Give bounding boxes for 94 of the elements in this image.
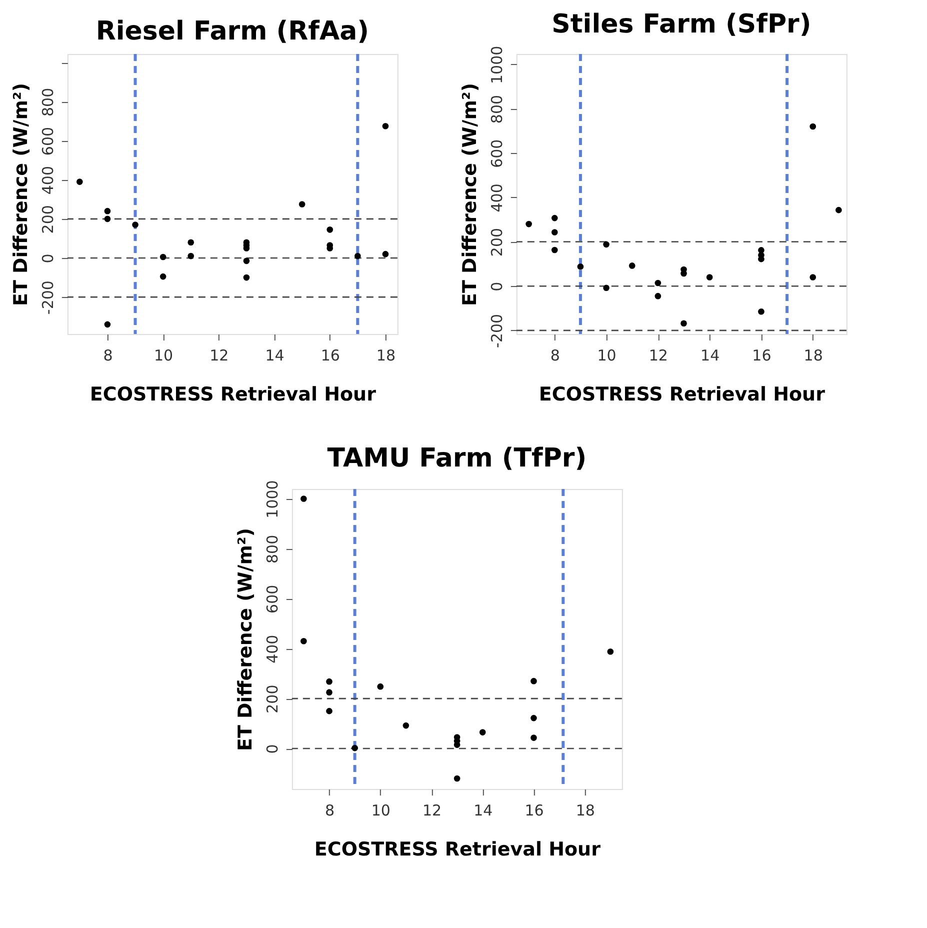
x-tick-label: 8 [103, 346, 113, 364]
point [382, 122, 389, 130]
point [188, 252, 194, 260]
y-axis-title: ET Difference (W/m²) [234, 528, 256, 752]
y-tick-label: 800 [488, 94, 506, 124]
point [188, 239, 194, 246]
chart-title: Stiles Farm (SfPr) [552, 9, 812, 40]
x-tick-label: 8 [324, 802, 335, 820]
point [810, 274, 816, 280]
y-tick-label: 200 [263, 684, 282, 714]
y-tick-label: 0 [263, 744, 282, 754]
y-tick-label: 200 [488, 228, 506, 257]
y-tick-label: 600 [38, 126, 57, 156]
x-tick-label: 16 [752, 346, 772, 364]
point [76, 178, 83, 185]
x-tick-label: 10 [597, 346, 616, 364]
point [836, 206, 842, 214]
x-tick-label: 18 [376, 346, 396, 364]
y-tick-label: 800 [38, 88, 57, 116]
y-tick-label: 600 [488, 139, 506, 168]
x-tick-label: 14 [474, 802, 493, 820]
y-axis-title: ET Difference (W/m²) [458, 82, 481, 306]
y-tick-label: 400 [38, 166, 57, 195]
y-tick-label: 1000 [263, 480, 282, 518]
point [160, 254, 166, 260]
x-tick-label: 16 [320, 346, 340, 364]
x-tick-label: 16 [524, 802, 544, 820]
point [298, 201, 306, 208]
x-axis-title: ECOSTRESS Retrieval Hour [314, 838, 602, 860]
y-tick-label: -200 [488, 314, 506, 348]
point [654, 280, 662, 286]
x-tick-label: 12 [648, 346, 668, 364]
point [577, 263, 584, 270]
x-tick-label: 18 [804, 346, 823, 364]
y-tick-label: 600 [263, 584, 282, 614]
point [654, 292, 662, 300]
x-tick-label: 14 [700, 346, 720, 364]
x-tick-label: 14 [265, 346, 284, 364]
point [104, 216, 111, 222]
point [377, 683, 384, 690]
y-tick-label: -200 [38, 280, 57, 315]
x-axis-title: ECOSTRESS Retrieval Hour [538, 384, 826, 406]
point [326, 678, 332, 685]
point [706, 274, 713, 280]
point [326, 708, 332, 714]
point [300, 496, 307, 502]
point [104, 321, 111, 328]
point [628, 262, 636, 269]
point [382, 250, 389, 258]
y-axis-title: ET Difference (W/m²) [10, 82, 32, 306]
y-tick-label: 0 [488, 282, 506, 292]
point [530, 714, 537, 722]
chart-title: Riesel Farm (RfAa) [96, 16, 370, 46]
point [326, 689, 332, 696]
point [104, 208, 111, 214]
x-tick-label: 18 [576, 802, 595, 820]
point [758, 308, 764, 315]
point [479, 729, 486, 736]
x-tick-label: 10 [154, 346, 174, 364]
point [526, 220, 532, 228]
y-tick-label: 400 [488, 184, 506, 212]
point [680, 320, 687, 327]
point [243, 258, 250, 264]
point [326, 226, 334, 233]
point [352, 744, 358, 752]
chart-title: TAMU Farm (TfPr) [327, 444, 587, 474]
point [810, 123, 816, 130]
y-tick-label: 0 [38, 254, 57, 264]
point [160, 273, 166, 280]
point [607, 648, 614, 655]
point [551, 229, 558, 236]
point [132, 222, 138, 228]
point [680, 270, 687, 277]
x-tick-label: 10 [371, 802, 390, 820]
point [530, 678, 537, 684]
y-tick-label: 400 [263, 634, 282, 664]
point [402, 722, 410, 729]
y-tick-label: 200 [38, 205, 57, 234]
point [603, 241, 610, 248]
x-tick-label: 8 [550, 346, 560, 364]
point [354, 252, 361, 260]
point [454, 742, 460, 748]
x-tick-label: 12 [422, 802, 442, 820]
point [243, 274, 250, 281]
point [551, 214, 558, 222]
point [551, 246, 558, 254]
point [530, 734, 537, 741]
x-axis-title: ECOSTRESS Retrieval Hour [90, 384, 377, 406]
point [300, 638, 307, 644]
point [454, 775, 460, 782]
y-tick-label: 1000 [488, 46, 506, 84]
y-tick-label: 800 [263, 534, 282, 564]
point [603, 284, 610, 292]
x-tick-label: 12 [210, 346, 229, 364]
